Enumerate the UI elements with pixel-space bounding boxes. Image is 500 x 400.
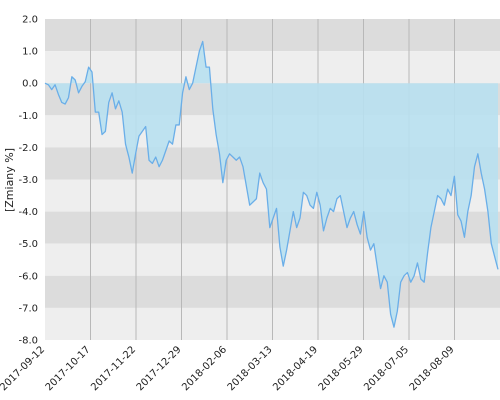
- y-axis-title: [Zmiany %]: [3, 148, 16, 212]
- series-line-path: [44, 40, 499, 328]
- series-area-fill: [45, 41, 498, 328]
- series-line: [44, 40, 499, 328]
- y-tick-label: -7.0: [18, 303, 38, 314]
- y-tick-label: -5.0: [18, 239, 38, 250]
- x-axis: 2017-09-122017-10-172017-11-222017-12-29…: [0, 344, 457, 393]
- y-tick-label: -4.0: [18, 207, 38, 218]
- x-tick-label: 2018-04-19: [271, 344, 320, 393]
- x-tick-label: 2018-07-05: [362, 344, 411, 393]
- x-tick-label: 2018-02-06: [180, 344, 229, 393]
- x-tick-label: 2017-09-12: [0, 344, 47, 393]
- y-tick-label: 0.0: [22, 79, 38, 90]
- x-tick-label: 2017-12-29: [135, 344, 184, 393]
- y-tick-label: 2.0: [22, 15, 38, 26]
- series-area: [45, 41, 498, 328]
- y-tick-label: -3.0: [18, 175, 38, 186]
- y-tick-label: -1.0: [18, 111, 38, 122]
- y-tick-label: -8.0: [18, 336, 38, 347]
- x-tick-label: 2017-11-22: [89, 344, 138, 393]
- y-axis: 2.0 1.0 0.0 -1.0 -2.0 -3.0 -4.0 -5.0 -6.0 -7.0 -8.…: [18, 15, 38, 347]
- y-tick-label: -2.0: [18, 143, 38, 154]
- y-tick-label: -6.0: [18, 271, 38, 282]
- x-tick-label: 2017-10-17: [44, 344, 93, 393]
- x-tick-label: 2018-03-13: [226, 344, 275, 393]
- x-tick-label: 2018-05-29: [317, 344, 366, 393]
- x-tick-label: 2018-08-09: [408, 344, 457, 393]
- y-tick-label: 1.0: [22, 47, 38, 58]
